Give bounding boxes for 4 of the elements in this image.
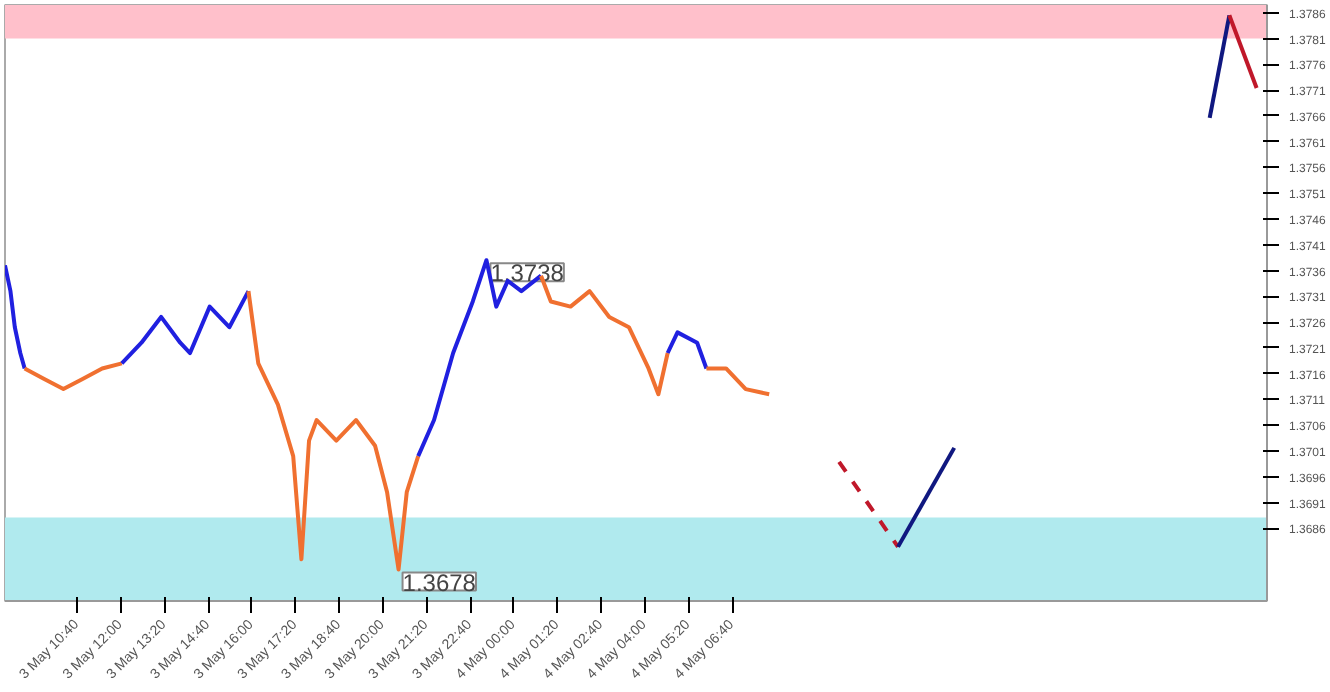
line-series xyxy=(22,361,124,392)
annotation: 1.3678 xyxy=(402,568,477,597)
line-series xyxy=(5,263,27,371)
annotation: 1.3738 xyxy=(490,259,565,288)
